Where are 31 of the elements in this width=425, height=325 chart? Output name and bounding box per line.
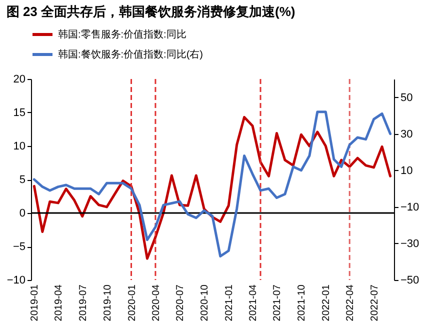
x-tick-label: 2021-01: [224, 284, 236, 322]
x-tick-label: 2019-07: [78, 284, 89, 322]
y2-tick-label: −30: [400, 238, 420, 250]
y-tick-label: 10: [13, 140, 26, 152]
y2-tick-label: −50: [400, 274, 420, 286]
y-tick-label: 0: [19, 208, 26, 220]
legend-label: 韩国:餐饮服务:价值指数:同比(右): [58, 48, 203, 60]
x-tick-label: 2019-04: [54, 284, 65, 322]
y-tick-label: 5: [19, 174, 26, 186]
y2-tick-label: 50: [400, 92, 413, 104]
x-tick-label: 2021-07: [272, 284, 284, 322]
x-tick-label: 2022-04: [345, 284, 356, 322]
x-tick-label: 2021-04: [248, 284, 260, 322]
x-tick-label: 2020-10: [200, 284, 211, 322]
y2-tick-label: 10: [400, 164, 413, 177]
y-tick-label: −5: [12, 241, 26, 253]
y-tick-label: 15: [13, 107, 26, 119]
x-tick-label: 2019-10: [102, 284, 114, 322]
x-tick-label: 2021-10: [296, 284, 308, 322]
legend-label: 韩国:零售服务:价值指数:同比: [58, 28, 186, 40]
x-tick-label: 2020-07: [175, 284, 186, 322]
x-tick-label: 2022-01: [321, 284, 332, 322]
x-tick-label: 2019-01: [30, 284, 41, 322]
y-tick-label: −10: [6, 274, 26, 286]
x-tick-label: 2020-01: [126, 284, 138, 322]
y2-tick-label: −10: [400, 201, 420, 214]
y-tick-label: 20: [13, 74, 26, 86]
x-tick-label: 2020-04: [150, 284, 162, 322]
x-tick-label: 2022-07: [369, 284, 380, 322]
y2-tick-label: 30: [400, 128, 413, 140]
chart-title: 图 23 全面共存后，韩国餐饮服务消费修复加速(%): [6, 4, 296, 19]
